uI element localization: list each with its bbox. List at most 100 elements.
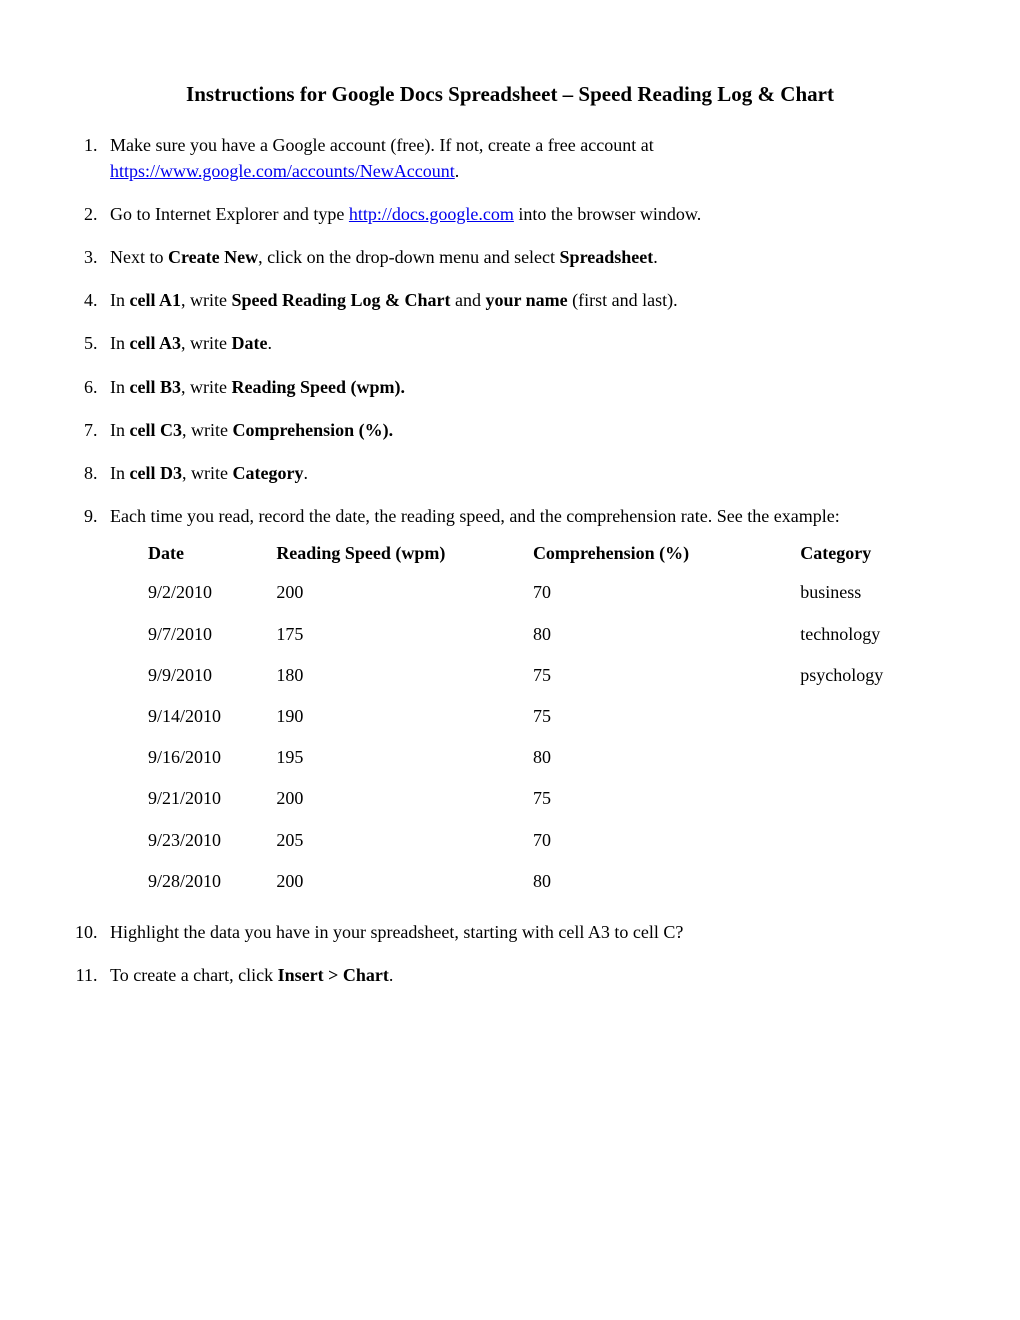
cell-speed: 200 bbox=[276, 778, 533, 819]
text: , write bbox=[181, 290, 231, 310]
google-docs-link[interactable]: http://docs.google.com bbox=[349, 204, 514, 224]
cell-speed: 190 bbox=[276, 696, 533, 737]
header-date: Date bbox=[148, 535, 276, 572]
cell-comp: 75 bbox=[533, 655, 800, 696]
cell-date: 9/23/2010 bbox=[148, 820, 276, 861]
bold-text: Category bbox=[232, 463, 303, 483]
text: In bbox=[110, 463, 130, 483]
step-6: In cell B3, write Reading Speed (wpm). bbox=[102, 375, 950, 400]
text: In bbox=[110, 420, 130, 440]
bold-text: cell A3 bbox=[130, 333, 182, 353]
cell-speed: 200 bbox=[276, 572, 533, 613]
table-row: 9/14/201019075 bbox=[148, 696, 950, 737]
bold-text: Speed Reading Log & Chart bbox=[231, 290, 450, 310]
cell-comp: 70 bbox=[533, 572, 800, 613]
header-speed: Reading Speed (wpm) bbox=[276, 535, 533, 572]
text: and bbox=[451, 290, 486, 310]
instruction-list: Make sure you have a Google account (fre… bbox=[70, 133, 950, 988]
step-3: Next to Create New, click on the drop-do… bbox=[102, 245, 950, 270]
text: In bbox=[110, 333, 130, 353]
cell-comp: 70 bbox=[533, 820, 800, 861]
text: To create a chart, click bbox=[110, 965, 278, 985]
step-10: Highlight the data you have in your spre… bbox=[102, 920, 950, 945]
cell-date: 9/14/2010 bbox=[148, 696, 276, 737]
bold-text: cell B3 bbox=[130, 377, 182, 397]
cell-speed: 180 bbox=[276, 655, 533, 696]
text: Highlight the data you have in your spre… bbox=[110, 922, 683, 942]
example-table-wrap: Date Reading Speed (wpm) Comprehension (… bbox=[148, 535, 950, 902]
table-row: 9/23/201020570 bbox=[148, 820, 950, 861]
bold-text: cell C3 bbox=[130, 420, 182, 440]
cell-cat: business bbox=[800, 572, 950, 613]
text: Go to Internet Explorer and type bbox=[110, 204, 349, 224]
cell-date: 9/21/2010 bbox=[148, 778, 276, 819]
cell-comp: 80 bbox=[533, 861, 800, 902]
table-row: 9/9/201018075psychology bbox=[148, 655, 950, 696]
text: , write bbox=[181, 377, 231, 397]
bold-text: Create New bbox=[168, 247, 258, 267]
bold-text: cell D3 bbox=[130, 463, 182, 483]
text: In bbox=[110, 290, 130, 310]
text: Each time you read, record the date, the… bbox=[110, 506, 840, 526]
cell-cat: psychology bbox=[800, 655, 950, 696]
cell-date: 9/7/2010 bbox=[148, 614, 276, 655]
table-header-row: Date Reading Speed (wpm) Comprehension (… bbox=[148, 535, 950, 572]
text: into the browser window. bbox=[514, 204, 701, 224]
step-4: In cell A1, write Speed Reading Log & Ch… bbox=[102, 288, 950, 313]
table-row: 9/2/201020070business bbox=[148, 572, 950, 613]
step-5: In cell A3, write Date. bbox=[102, 331, 950, 356]
cell-comp: 80 bbox=[533, 614, 800, 655]
cell-comp: 80 bbox=[533, 737, 800, 778]
example-table: Date Reading Speed (wpm) Comprehension (… bbox=[148, 535, 950, 902]
page-title: Instructions for Google Docs Spreadsheet… bbox=[70, 80, 950, 109]
text: In bbox=[110, 377, 130, 397]
cell-comp: 75 bbox=[533, 696, 800, 737]
step-2: Go to Internet Explorer and type http://… bbox=[102, 202, 950, 227]
cell-speed: 175 bbox=[276, 614, 533, 655]
table-row: 9/7/201017580technology bbox=[148, 614, 950, 655]
table-row: 9/21/201020075 bbox=[148, 778, 950, 819]
text: , click on the drop-down menu and select bbox=[258, 247, 559, 267]
cell-date: 9/16/2010 bbox=[148, 737, 276, 778]
text: , write bbox=[182, 420, 232, 440]
text: . bbox=[303, 463, 308, 483]
table-row: 9/28/201020080 bbox=[148, 861, 950, 902]
text: . bbox=[653, 247, 658, 267]
text: . bbox=[267, 333, 272, 353]
cell-cat bbox=[800, 696, 950, 737]
cell-date: 9/28/2010 bbox=[148, 861, 276, 902]
table-row: 9/16/201019580 bbox=[148, 737, 950, 778]
cell-speed: 195 bbox=[276, 737, 533, 778]
bold-text: your name bbox=[486, 290, 568, 310]
text: . bbox=[455, 161, 460, 181]
text: Next to bbox=[110, 247, 168, 267]
cell-speed: 200 bbox=[276, 861, 533, 902]
text: (first and last). bbox=[568, 290, 678, 310]
step-9: Each time you read, record the date, the… bbox=[102, 504, 950, 902]
bold-text: Insert > Chart bbox=[278, 965, 389, 985]
step-11: To create a chart, click Insert > Chart. bbox=[102, 963, 950, 988]
header-category: Category bbox=[800, 535, 950, 572]
text: . bbox=[389, 965, 394, 985]
cell-cat bbox=[800, 820, 950, 861]
step-8: In cell D3, write Category. bbox=[102, 461, 950, 486]
cell-speed: 205 bbox=[276, 820, 533, 861]
bold-text: Reading Speed (wpm). bbox=[231, 377, 405, 397]
cell-cat bbox=[800, 737, 950, 778]
cell-date: 9/2/2010 bbox=[148, 572, 276, 613]
cell-date: 9/9/2010 bbox=[148, 655, 276, 696]
text: , write bbox=[182, 463, 232, 483]
bold-text: cell A1 bbox=[130, 290, 182, 310]
bold-text: Date bbox=[231, 333, 267, 353]
cell-comp: 75 bbox=[533, 778, 800, 819]
cell-cat bbox=[800, 861, 950, 902]
header-comprehension: Comprehension (%) bbox=[533, 535, 800, 572]
text: Make sure you have a Google account (fre… bbox=[110, 135, 654, 155]
cell-cat: technology bbox=[800, 614, 950, 655]
bold-text: Spreadsheet bbox=[560, 247, 654, 267]
step-7: In cell C3, write Comprehension (%). bbox=[102, 418, 950, 443]
bold-text: Comprehension (%). bbox=[232, 420, 393, 440]
text: , write bbox=[181, 333, 231, 353]
cell-cat bbox=[800, 778, 950, 819]
google-account-link[interactable]: https://www.google.com/accounts/NewAccou… bbox=[110, 161, 455, 181]
